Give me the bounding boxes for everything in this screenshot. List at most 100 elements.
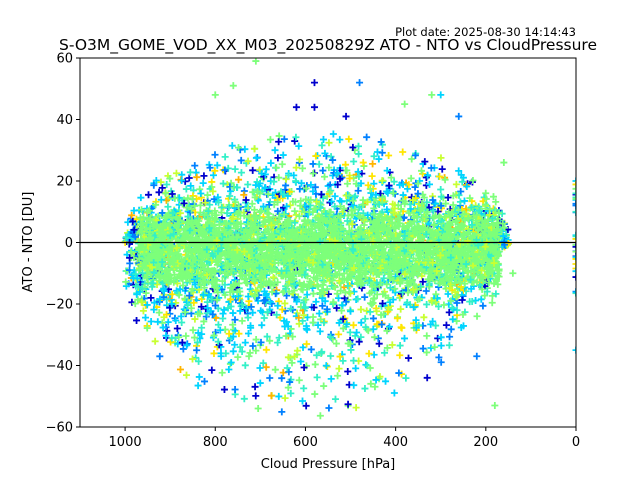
data-point [334,372,342,380]
data-point [206,164,214,172]
data-point [200,317,208,325]
data-point [441,281,449,289]
data-point [390,389,398,397]
data-point [235,144,243,152]
data-point [388,341,396,349]
data-point [127,248,135,256]
data-point [206,201,214,209]
data-point [418,272,426,280]
data-point [181,308,189,316]
data-point [234,292,242,300]
data-point [299,343,307,351]
data-point [247,322,255,330]
data-point [290,286,298,294]
data-point [254,404,262,412]
data-point [440,301,448,309]
data-point [385,182,393,190]
data-point [350,381,358,389]
data-point [244,180,252,188]
data-point [331,395,339,403]
data-point [221,166,229,174]
data-point [157,178,165,186]
data-point [334,294,342,302]
data-point [178,318,186,326]
data-point [405,209,413,217]
data-point [303,326,311,334]
data-point [469,177,477,185]
data-point [403,185,411,193]
data-point [264,308,272,316]
data-point [237,156,245,164]
data-point [313,351,321,359]
data-point [143,301,151,309]
data-point [158,209,166,217]
data-point [389,189,397,197]
data-point [351,332,359,340]
data-point [437,154,445,162]
data-point [352,404,360,412]
data-point [278,374,286,382]
data-point [134,296,142,304]
data-point [410,303,418,311]
data-point [295,314,303,322]
data-point [185,292,193,300]
data-point [217,209,225,217]
data-point [347,346,355,354]
data-point [271,366,279,374]
data-point [423,198,431,206]
data-point [361,385,369,393]
data-point [145,191,153,199]
data-point [281,394,289,402]
data-point [442,321,450,329]
data-point [228,142,236,150]
data-point [130,226,138,234]
data-point [345,192,353,200]
data-point [321,149,329,157]
data-point [307,345,315,353]
data-point [131,300,139,308]
data-point [231,165,239,173]
data-point [249,342,257,350]
data-point [357,179,365,187]
data-point [238,317,246,325]
data-point [365,350,373,358]
data-point [133,290,141,298]
data-point [211,151,219,159]
data-point [344,367,352,375]
data-point [433,294,441,302]
data-point [401,200,409,208]
data-point [362,323,370,331]
data-point [429,207,437,215]
scatter-points [121,58,576,420]
data-point [181,295,189,303]
data-point [326,188,334,196]
data-point [156,295,164,303]
data-point [287,389,295,397]
data-point [274,339,282,347]
data-point [300,364,308,372]
data-point [350,357,358,365]
data-point [354,142,362,150]
data-point [452,180,460,188]
data-point [458,178,466,186]
data-point [282,181,290,189]
data-point [221,153,229,161]
data-point [264,190,272,198]
data-point [345,135,353,143]
data-point [437,202,445,210]
data-point [142,314,150,322]
data-point [292,177,300,185]
data-point [150,306,158,314]
data-point [283,364,291,372]
data-point [190,299,198,307]
data-point [366,185,374,193]
data-point [262,165,270,173]
data-point [251,193,259,201]
data-point [172,169,180,177]
data-point [251,383,259,391]
data-point [477,295,485,303]
data-point [467,285,475,293]
data-point [214,198,222,206]
data-point [137,194,145,202]
